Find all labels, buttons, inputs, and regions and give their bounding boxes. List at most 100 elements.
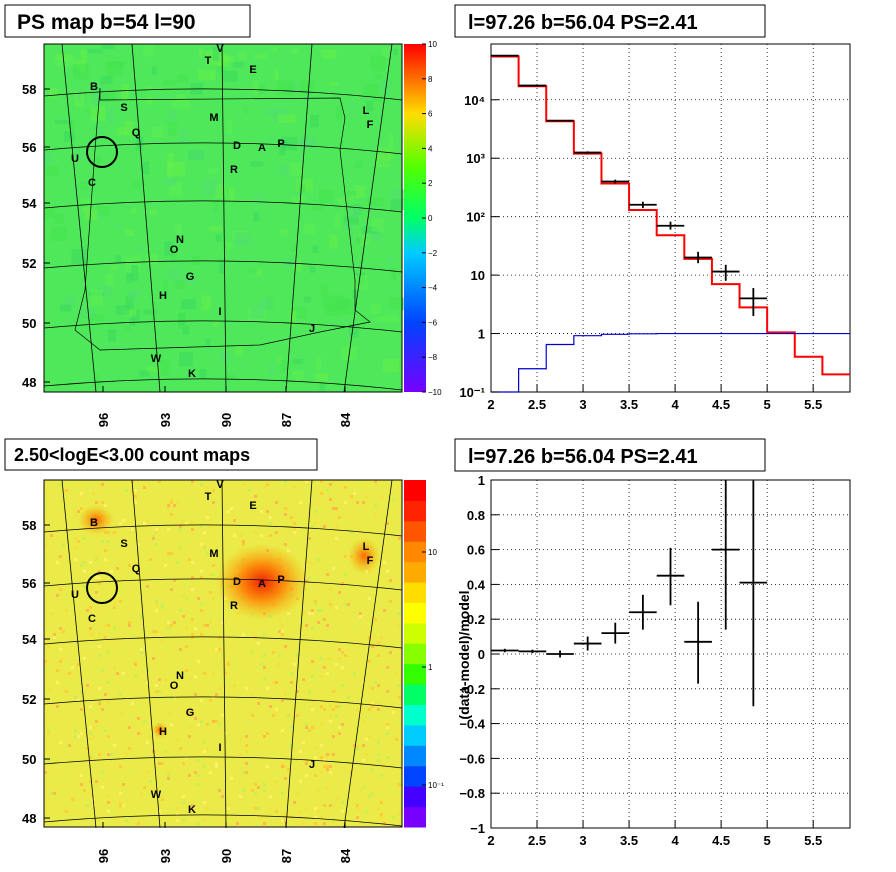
count-texture-pixel <box>68 672 71 675</box>
residual-y-tick-label: 1 <box>478 473 485 488</box>
count-texture-pixel <box>209 495 212 498</box>
lat-tick-label: 48 <box>22 375 36 390</box>
count-texture-pixel <box>392 816 395 819</box>
count-texture-pixel <box>185 669 188 672</box>
count-texture-pixel <box>308 690 311 693</box>
count-texture-pixel <box>320 771 323 774</box>
palette-tick-label: 8 <box>428 75 433 84</box>
count-texture-pixel <box>107 540 110 543</box>
count-texture-pixel <box>371 645 374 648</box>
ps-texture-cell <box>315 356 321 371</box>
count-texture-pixel <box>134 495 137 498</box>
count-texture-pixel <box>368 636 371 639</box>
source-label-u: U <box>71 589 79 601</box>
ps-texture-cell <box>179 128 189 144</box>
count-texture-pixel <box>359 789 362 792</box>
count-texture-pixel <box>332 507 335 510</box>
count-texture-pixel <box>119 804 122 807</box>
count-texture-pixel <box>233 684 236 687</box>
target-circle-count <box>86 572 118 604</box>
residual-y-tick-label: −0.6 <box>459 751 485 766</box>
source-label-m: M <box>209 112 218 124</box>
ps-texture-cell <box>344 318 351 323</box>
count-texture-pixel <box>101 501 104 504</box>
count-texture-pixel <box>299 750 302 753</box>
count-texture-pixel <box>374 582 377 585</box>
count-texture-pixel <box>170 723 173 726</box>
ps-texture-cell <box>122 309 137 316</box>
ps-texture-cell <box>146 367 161 373</box>
source-label-c: C <box>88 177 96 189</box>
count-texture-pixel <box>314 510 317 513</box>
ps-texture-cell <box>95 212 104 219</box>
count-texture-pixel <box>323 822 326 825</box>
ps-texture-cell <box>199 368 207 378</box>
count-palette-swatch <box>404 806 426 828</box>
count-texture-pixel <box>215 762 218 765</box>
ps-texture-cell <box>84 210 98 221</box>
ps-texture-cell <box>215 183 226 199</box>
count-texture-pixel <box>344 654 347 657</box>
count-texture-pixel <box>329 705 332 708</box>
count-texture-pixel <box>164 678 167 681</box>
ps-texture-cell <box>129 317 136 326</box>
palette-tick-label: −2 <box>428 249 438 258</box>
count-texture-pixel <box>278 501 281 504</box>
source-label-n: N <box>176 670 184 682</box>
ps-texture-cell <box>364 229 383 241</box>
count-texture-pixel <box>152 534 155 537</box>
count-texture-pixel <box>311 660 314 663</box>
count-texture-pixel <box>383 561 386 564</box>
ps-texture-cell <box>293 192 302 197</box>
count-texture-pixel <box>176 807 179 810</box>
lat-tick-label: 52 <box>22 256 36 271</box>
ps-texture-cell <box>291 244 297 252</box>
ps-texture-cell <box>101 44 115 50</box>
count-texture-pixel <box>107 702 110 705</box>
lat-tick-label: 54 <box>22 632 37 647</box>
count-texture-pixel <box>362 501 365 504</box>
count-texture-pixel <box>263 756 266 759</box>
count-texture-pixel <box>98 702 101 705</box>
ps-texture-cell <box>115 254 121 263</box>
count-texture-pixel <box>341 654 344 657</box>
count-texture-pixel <box>344 501 347 504</box>
ps-map-frame <box>43 43 403 393</box>
count-texture-pixel <box>317 609 320 612</box>
count-texture-pixel <box>284 813 287 816</box>
ps-texture-cell <box>391 189 409 201</box>
source-label-k: K <box>188 804 196 816</box>
count-texture-pixel <box>110 813 113 816</box>
count-texture-pixel <box>305 480 308 483</box>
count-texture-pixel <box>194 627 197 630</box>
count-texture-pixel <box>257 783 260 786</box>
count-texture-pixel <box>245 750 248 753</box>
count-texture-pixel <box>329 804 332 807</box>
count-texture-pixel <box>104 729 107 732</box>
count-palette-swatch <box>404 643 426 665</box>
count-texture-pixel <box>83 585 86 588</box>
count-texture-pixel <box>80 774 83 777</box>
count-texture-pixel <box>209 771 212 774</box>
count-texture-pixel <box>317 558 320 561</box>
count-texture-pixel <box>380 816 383 819</box>
count-texture-pixel <box>296 663 299 666</box>
count-texture-pixel <box>335 798 338 801</box>
count-texture-pixel <box>68 744 71 747</box>
ps-map-texture <box>44 44 409 391</box>
count-texture-pixel <box>164 750 167 753</box>
count-texture-pixel <box>302 612 305 615</box>
meridian-line <box>61 479 97 829</box>
count-texture-pixel <box>176 738 179 741</box>
count-texture-pixel <box>221 621 224 624</box>
count-texture-pixel <box>221 795 224 798</box>
count-texture-pixel <box>290 726 293 729</box>
ps-texture-cell <box>269 363 275 375</box>
count-texture-pixel <box>320 723 323 726</box>
count-texture-pixel <box>377 759 380 762</box>
count-texture-pixel <box>59 795 62 798</box>
count-texture-pixel <box>338 657 341 660</box>
count-texture-pixel <box>269 522 272 525</box>
count-texture-pixel <box>278 654 281 657</box>
count-texture-pixel <box>359 606 362 609</box>
